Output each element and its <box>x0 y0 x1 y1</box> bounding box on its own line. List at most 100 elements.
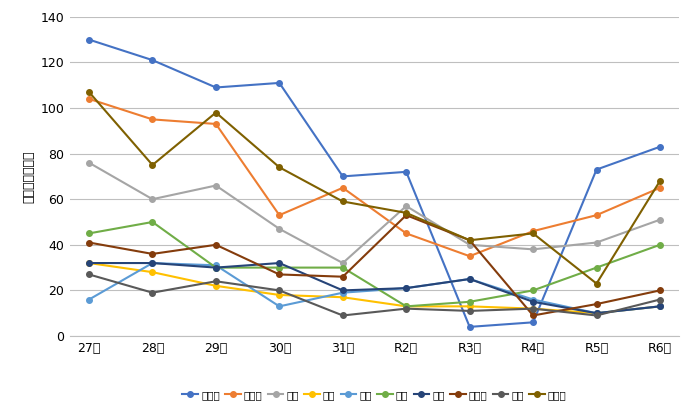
向陽台 <box>656 288 664 293</box>
Line: 坂浜: 坂浜 <box>86 260 663 316</box>
押立 <box>85 260 93 265</box>
坂浜 <box>402 286 410 291</box>
向陽台 <box>211 242 220 247</box>
坂浜 <box>211 263 220 268</box>
長峰 <box>656 297 664 302</box>
平尾 <box>211 265 220 270</box>
Line: 向陽台: 向陽台 <box>86 213 663 318</box>
長峰 <box>466 308 474 313</box>
長峰 <box>529 306 538 311</box>
東長汼 <box>402 231 410 236</box>
大丸 <box>148 197 157 202</box>
百村 <box>402 304 410 309</box>
平尾 <box>466 299 474 304</box>
押立 <box>402 286 410 291</box>
大丸 <box>529 247 538 252</box>
平尾 <box>402 304 410 309</box>
矢野口 <box>656 144 664 149</box>
大丸 <box>211 183 220 188</box>
若葉台 <box>656 178 664 184</box>
東長汼 <box>85 96 93 101</box>
東長汼 <box>529 228 538 234</box>
矢野口 <box>148 58 157 63</box>
矢野口 <box>592 167 601 172</box>
百村 <box>85 260 93 265</box>
Y-axis label: 認知件数（件）: 認知件数（件） <box>22 150 35 203</box>
矢野口 <box>85 37 93 42</box>
Line: 長峰: 長峰 <box>86 272 663 318</box>
押立 <box>466 276 474 281</box>
坂浜 <box>339 290 347 295</box>
向陽台 <box>466 238 474 243</box>
Line: 百村: 百村 <box>86 260 663 316</box>
矢野口 <box>211 85 220 90</box>
大丸 <box>275 226 284 231</box>
長峰 <box>339 313 347 318</box>
百村 <box>466 304 474 309</box>
若葉台 <box>466 238 474 243</box>
若葉台 <box>85 89 93 94</box>
東長汼 <box>275 213 284 218</box>
若葉台 <box>402 210 410 215</box>
長峰 <box>592 313 601 318</box>
坂浜 <box>85 297 93 302</box>
向陽台 <box>275 272 284 277</box>
坂浜 <box>466 276 474 281</box>
若葉台 <box>148 163 157 168</box>
押立 <box>529 299 538 304</box>
若葉台 <box>339 199 347 204</box>
押立 <box>148 260 157 265</box>
大丸 <box>339 260 347 265</box>
坂浜 <box>529 297 538 302</box>
向陽台 <box>529 313 538 318</box>
東長汼 <box>656 185 664 190</box>
若葉台 <box>529 231 538 236</box>
Line: 東長汼: 東長汼 <box>86 96 663 259</box>
押立 <box>211 265 220 270</box>
若葉台 <box>592 281 601 286</box>
押立 <box>592 311 601 316</box>
平尾 <box>656 242 664 247</box>
坂浜 <box>275 304 284 309</box>
東長汼 <box>339 185 347 190</box>
矢野口 <box>466 324 474 329</box>
矢野口 <box>402 169 410 174</box>
長峰 <box>148 290 157 295</box>
坂浜 <box>592 311 601 316</box>
大丸 <box>592 240 601 245</box>
坂浜 <box>148 260 157 265</box>
矢野口 <box>275 80 284 85</box>
百村 <box>275 292 284 297</box>
押立 <box>275 260 284 265</box>
向陽台 <box>85 240 93 245</box>
向陽台 <box>148 252 157 257</box>
平尾 <box>275 265 284 270</box>
百村 <box>656 304 664 309</box>
向陽台 <box>592 302 601 307</box>
Line: 平尾: 平尾 <box>86 219 663 309</box>
大丸 <box>466 242 474 247</box>
百村 <box>148 270 157 275</box>
向陽台 <box>339 274 347 279</box>
Line: 矢野口: 矢野口 <box>86 37 663 330</box>
向陽台 <box>402 213 410 218</box>
Line: 押立: 押立 <box>86 260 663 316</box>
Legend: 矢野口, 東長汼, 大丸, 百村, 坂浜, 平尾, 押立, 向陽台, 長峰, 若葉台: 矢野口, 東長汼, 大丸, 百村, 坂浜, 平尾, 押立, 向陽台, 長峰, 若… <box>178 386 571 404</box>
東長汼 <box>211 121 220 126</box>
平尾 <box>339 265 347 270</box>
百村 <box>339 295 347 300</box>
若葉台 <box>275 165 284 170</box>
平尾 <box>592 265 601 270</box>
Line: 若葉台: 若葉台 <box>86 89 663 286</box>
Line: 大丸: 大丸 <box>86 160 663 266</box>
坂浜 <box>656 304 664 309</box>
長峰 <box>275 288 284 293</box>
若葉台 <box>211 110 220 115</box>
押立 <box>339 288 347 293</box>
押立 <box>656 304 664 309</box>
東長汼 <box>148 117 157 122</box>
矢野口 <box>529 320 538 325</box>
東長汼 <box>466 254 474 259</box>
百村 <box>592 311 601 316</box>
大丸 <box>402 204 410 209</box>
